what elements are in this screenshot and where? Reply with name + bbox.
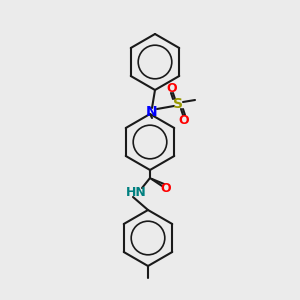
Text: N: N (146, 105, 158, 119)
Text: O: O (167, 82, 177, 94)
Text: S: S (173, 97, 183, 111)
Text: HN: HN (126, 185, 146, 199)
Text: O: O (161, 182, 171, 194)
Text: O: O (179, 113, 189, 127)
